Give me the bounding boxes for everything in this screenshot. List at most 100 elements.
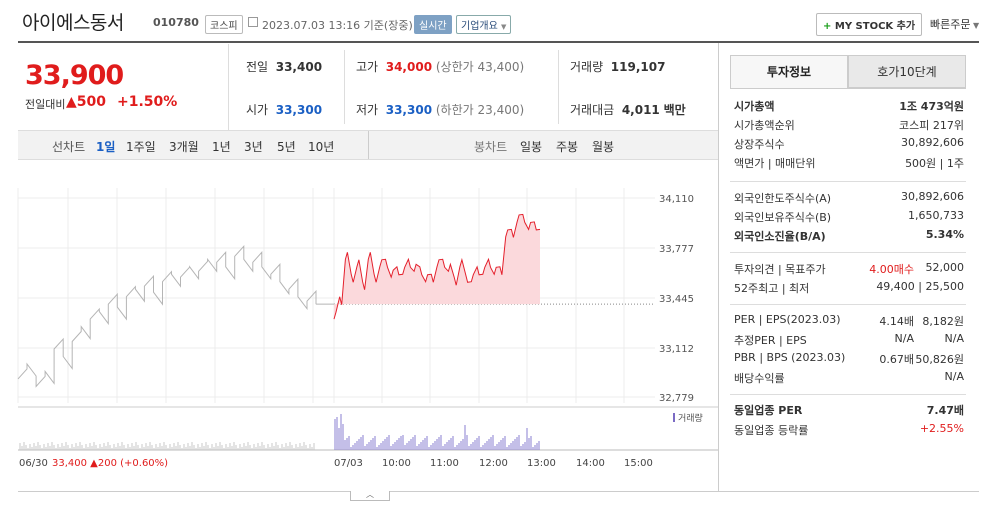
- timestamp: 2023.07.03 13:16 기준(장중): [262, 19, 413, 32]
- amount-value: 4,011: [621, 103, 660, 117]
- price-change: ▲500: [66, 94, 106, 110]
- high-label: 고가: [356, 60, 379, 74]
- info-mid-value: N/A: [894, 332, 914, 345]
- info-label[interactable]: 시가총액순위: [734, 119, 795, 132]
- period-1w[interactable]: 1주일: [126, 140, 156, 154]
- divider: [730, 252, 966, 253]
- volume-legend: 거래량: [678, 412, 703, 424]
- price-chart[interactable]: 34,110 33,777 33,445 33,112 32,779 거래량 06/30 33…: [0, 160, 720, 491]
- divider: [558, 50, 559, 124]
- info-row: 동일업종 등락률 +2.55%: [734, 422, 964, 440]
- info-value: N/A: [944, 332, 964, 345]
- y-tick-label: 33,112: [659, 344, 694, 355]
- period-1y[interactable]: 1년: [212, 140, 231, 154]
- info-row: PBR | BPS (2023.03) 0.67배 50,826원: [734, 351, 964, 369]
- open-value: 33,300: [275, 103, 323, 117]
- prev-day-line: [17, 245, 317, 388]
- info-value: 8,182원: [922, 315, 964, 328]
- info-label[interactable]: 투자의견 | 목표주가: [734, 263, 826, 276]
- x-tick-label: 15:00: [624, 458, 653, 469]
- info-label[interactable]: 배당수익률: [734, 372, 785, 385]
- amount-label: 거래대금: [570, 103, 615, 117]
- lower-limit: (하한가 23,400): [435, 103, 525, 117]
- high-value: 34,000: [385, 60, 433, 74]
- chevron-down-icon: ▼: [970, 21, 980, 30]
- add-my-stock-button[interactable]: + MY STOCK 추가: [816, 13, 923, 36]
- low-price: 저가 33,300 (하한가 23,400): [356, 101, 524, 118]
- quick-order-button[interactable]: 빠른주문 ▼: [930, 16, 979, 32]
- current-price: 33,900: [25, 60, 124, 91]
- company-name[interactable]: 아이에스동서: [22, 12, 124, 34]
- tab-orderbook[interactable]: 호가10단계: [848, 55, 966, 88]
- info-mid-value: 4.14배: [879, 315, 914, 328]
- info-value: 49,400 | 25,500: [876, 280, 964, 293]
- info-value: N/A: [944, 370, 964, 383]
- x-tick-label: 13:00: [527, 458, 556, 469]
- info-value: 30,892,606: [901, 190, 964, 203]
- info-row: 52주최고 | 최저 49,400 | 25,500: [734, 280, 964, 298]
- period-5y[interactable]: 5년: [277, 140, 296, 154]
- divider: [344, 50, 345, 124]
- info-label[interactable]: 52주최고 | 최저: [734, 282, 810, 295]
- info-label[interactable]: 외국인보유주식수(B): [734, 211, 832, 224]
- candle-monthly[interactable]: 월봉: [592, 140, 615, 154]
- divider: [368, 131, 369, 159]
- volume-label: 거래량: [570, 60, 604, 74]
- info-mid-value: 0.67배: [879, 353, 914, 366]
- info-value: 30,892,606: [901, 136, 964, 149]
- y-tick-label: 33,445: [659, 294, 694, 305]
- quick-order-label: 빠른주문: [930, 18, 971, 31]
- period-3m[interactable]: 3개월: [169, 140, 199, 154]
- info-label[interactable]: 추정PER | EPS: [734, 334, 807, 347]
- info-label[interactable]: 외국인한도주식수(A): [734, 192, 832, 205]
- y-tick-label: 32,779: [659, 393, 694, 404]
- info-row: 배당수익률 N/A: [734, 370, 964, 388]
- corp-overview-dropdown[interactable]: 기업개요 ▼: [456, 15, 512, 34]
- add-my-stock-label: MY STOCK 추가: [834, 21, 916, 32]
- info-value: 1조 473억원: [899, 100, 964, 113]
- calendar-icon: [248, 17, 258, 27]
- info-value: 500원 | 1주: [905, 157, 964, 170]
- info-label[interactable]: 상장주식수: [734, 138, 785, 151]
- x-tick-label: 07/03: [334, 458, 363, 469]
- today-line: [333, 213, 541, 320]
- info-row: 액면가 | 매매단위 500원 | 1주: [734, 155, 964, 173]
- period-1d[interactable]: 1일: [96, 140, 116, 154]
- info-label[interactable]: 동일업종 PER: [734, 404, 803, 417]
- info-label[interactable]: 외국인소진율(B/A): [734, 230, 826, 243]
- info-label[interactable]: 동일업종 등락률: [734, 424, 809, 437]
- volume-value: 119,107: [610, 60, 666, 74]
- info-value: 코스피 217위: [899, 119, 964, 132]
- chevron-up-icon: ︿: [366, 490, 374, 499]
- tab-investment-info[interactable]: 투자정보: [730, 55, 848, 88]
- prev-close: 전일 33,400: [246, 58, 322, 75]
- info-row: 외국인소진율(B/A) 5.34%: [734, 228, 964, 246]
- info-row: 시가총액순위 코스피 217위: [734, 117, 964, 135]
- collapse-button[interactable]: ︿: [350, 491, 390, 501]
- realtime-button[interactable]: 실시간: [414, 15, 452, 34]
- candle-weekly[interactable]: 주봉: [556, 140, 579, 154]
- upper-limit: (상한가 43,400): [435, 60, 525, 74]
- candle-daily[interactable]: 일봉: [520, 140, 543, 154]
- info-value: +2.55%: [919, 422, 964, 435]
- candle-chart-label: 봉차트: [474, 140, 508, 154]
- info-row: 상장주식수 30,892,606: [734, 136, 964, 154]
- info-label[interactable]: PER | EPS(2023.03): [734, 313, 841, 326]
- open-label: 시가: [246, 103, 269, 117]
- plus-icon: +: [823, 21, 832, 32]
- period-10y[interactable]: 10년: [308, 140, 335, 154]
- divider: [730, 88, 966, 89]
- prev-day-label: 06/30: [19, 458, 48, 469]
- info-row: 투자의견 | 목표주가 4.00매수 52,000: [734, 261, 964, 279]
- info-label[interactable]: PBR | BPS (2023.03): [734, 351, 846, 364]
- amount-unit: 백만: [663, 103, 686, 117]
- period-3y[interactable]: 3년: [244, 140, 263, 154]
- info-label[interactable]: 시가총액: [734, 100, 775, 113]
- price-change-value: 500: [76, 94, 107, 110]
- info-label[interactable]: 액면가 | 매매단위: [734, 157, 816, 170]
- info-value: 7.47배: [926, 404, 964, 417]
- line-chart-label: 선차트: [52, 140, 86, 154]
- y-tick-label: 34,110: [659, 194, 694, 205]
- x-tick-label: 14:00: [576, 458, 605, 469]
- divider: [730, 181, 966, 182]
